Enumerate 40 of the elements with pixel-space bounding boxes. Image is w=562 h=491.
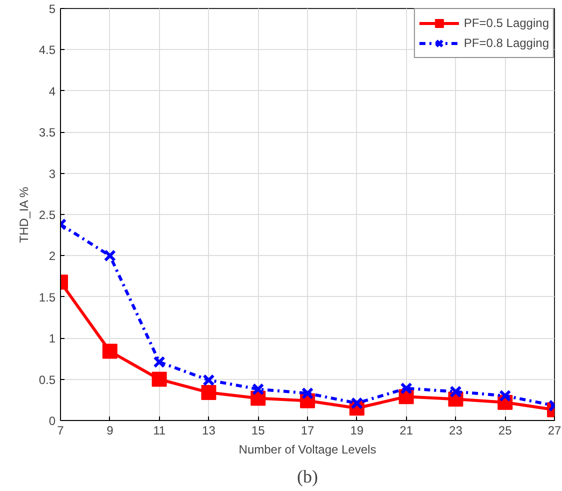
legend-label: PF=0.8 Lagging xyxy=(464,36,549,50)
y-axis-title: THD_IA % xyxy=(16,186,31,243)
legend-label: PF=0.5 Lagging xyxy=(464,16,549,30)
x-tick-label: 21 xyxy=(400,424,414,438)
y-tick-label: 2.5 xyxy=(38,208,56,222)
x-tick-label: 23 xyxy=(449,424,463,438)
x-tick-label: 27 xyxy=(548,424,562,438)
x-tick-label: 25 xyxy=(498,424,512,438)
point xyxy=(252,383,264,396)
point xyxy=(250,390,266,406)
x-tick-label: 11 xyxy=(153,424,166,438)
x-axis-title: Number of Voltage Levels xyxy=(238,442,376,456)
point xyxy=(400,382,412,394)
point xyxy=(104,250,116,262)
x-tick-label: 9 xyxy=(106,424,114,438)
y-tick-label: 1.5 xyxy=(38,290,56,304)
point xyxy=(152,372,167,387)
point xyxy=(201,384,216,400)
point xyxy=(102,344,118,359)
x-tick-label: 19 xyxy=(350,424,364,438)
y-tick-label: 4 xyxy=(48,84,56,98)
x-tick-label: 15 xyxy=(251,424,266,438)
point xyxy=(301,387,314,400)
point xyxy=(153,356,166,368)
x-tick-label: 7 xyxy=(57,424,64,438)
point xyxy=(202,374,215,386)
point xyxy=(450,386,462,398)
y-tick-label: 0.5 xyxy=(38,372,56,387)
y-tick-label: 1 xyxy=(48,332,56,346)
y-tick-label: 3 xyxy=(48,166,56,181)
y-tick-label: 5 xyxy=(48,2,56,16)
text: (b) xyxy=(297,466,318,486)
point xyxy=(350,397,363,410)
x-tick-label: 17 xyxy=(300,424,314,438)
y-tick-label: 0 xyxy=(48,414,56,428)
x-tick-label: 13 xyxy=(202,424,216,438)
y-tick-label: 4.5 xyxy=(38,43,56,58)
y-tick-label: 3.5 xyxy=(38,126,56,140)
point xyxy=(499,390,512,402)
y-tick-label: 2 xyxy=(48,249,56,264)
